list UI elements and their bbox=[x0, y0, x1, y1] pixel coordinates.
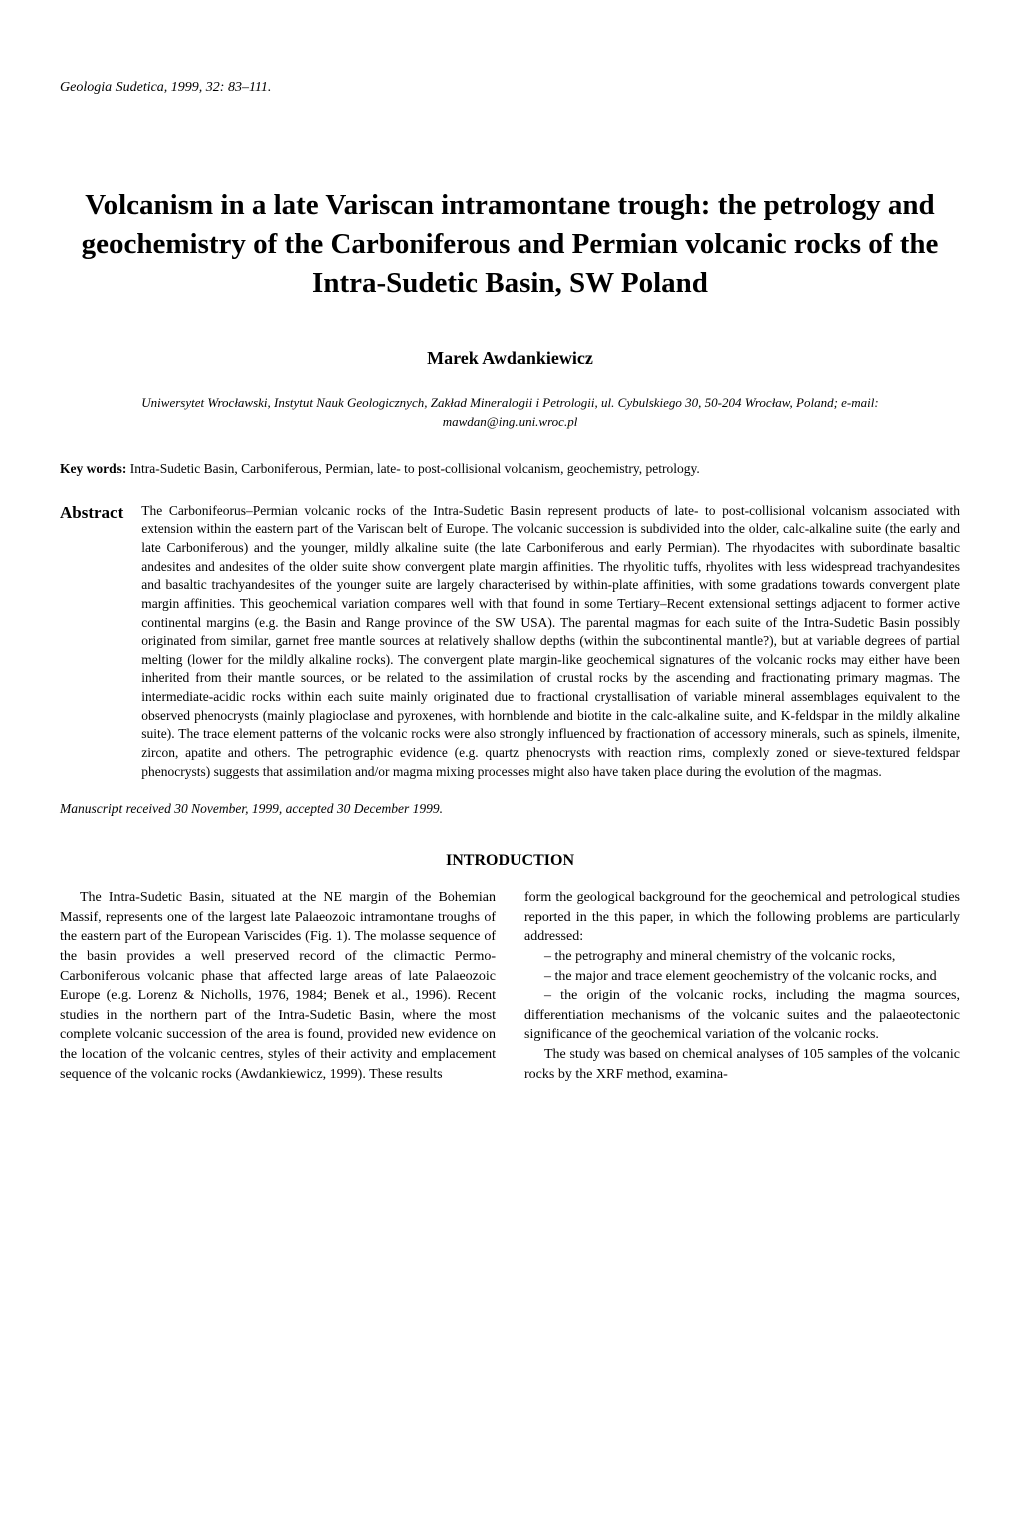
introduction-column-right: form the geological background for the g… bbox=[524, 888, 960, 1084]
journal-citation: Geologia Sudetica, 1999, 32: 83–111. bbox=[60, 80, 960, 96]
intro-paragraph-3: The study was based on chemical analyses… bbox=[524, 1045, 960, 1084]
abstract-text: The Carbonifeorus–Permian volcanic rocks… bbox=[141, 502, 960, 781]
paper-title: Volcanism in a late Variscan intramontan… bbox=[60, 186, 960, 303]
introduction-column-left: The Intra-Sudetic Basin, situated at the… bbox=[60, 888, 496, 1084]
abstract-label: Abstract bbox=[60, 502, 123, 781]
keywords-label: Key words: bbox=[60, 461, 126, 476]
abstract-section: Abstract The Carbonifeorus–Permian volca… bbox=[60, 502, 960, 781]
keywords-text: Intra-Sudetic Basin, Carboniferous, Perm… bbox=[126, 461, 699, 476]
author-name: Marek Awdankiewicz bbox=[60, 348, 960, 369]
keywords-section: Key words: Intra-Sudetic Basin, Carbonif… bbox=[60, 461, 960, 477]
introduction-columns: The Intra-Sudetic Basin, situated at the… bbox=[60, 888, 960, 1084]
manuscript-dates: Manuscript received 30 November, 1999, a… bbox=[60, 801, 960, 817]
intro-list-item-1: – the petrography and mineral chemistry … bbox=[524, 947, 960, 967]
introduction-heading: INTRODUCTION bbox=[60, 852, 960, 870]
intro-paragraph-1: The Intra-Sudetic Basin, situated at the… bbox=[60, 888, 496, 1084]
intro-list-item-2: – the major and trace element geochemist… bbox=[524, 967, 960, 987]
intro-paragraph-2: form the geological background for the g… bbox=[524, 888, 960, 947]
intro-list-item-3: – the origin of the volcanic rocks, incl… bbox=[524, 986, 960, 1045]
author-affiliation: Uniwersytet Wrocławski, Instytut Nauk Ge… bbox=[60, 394, 960, 430]
